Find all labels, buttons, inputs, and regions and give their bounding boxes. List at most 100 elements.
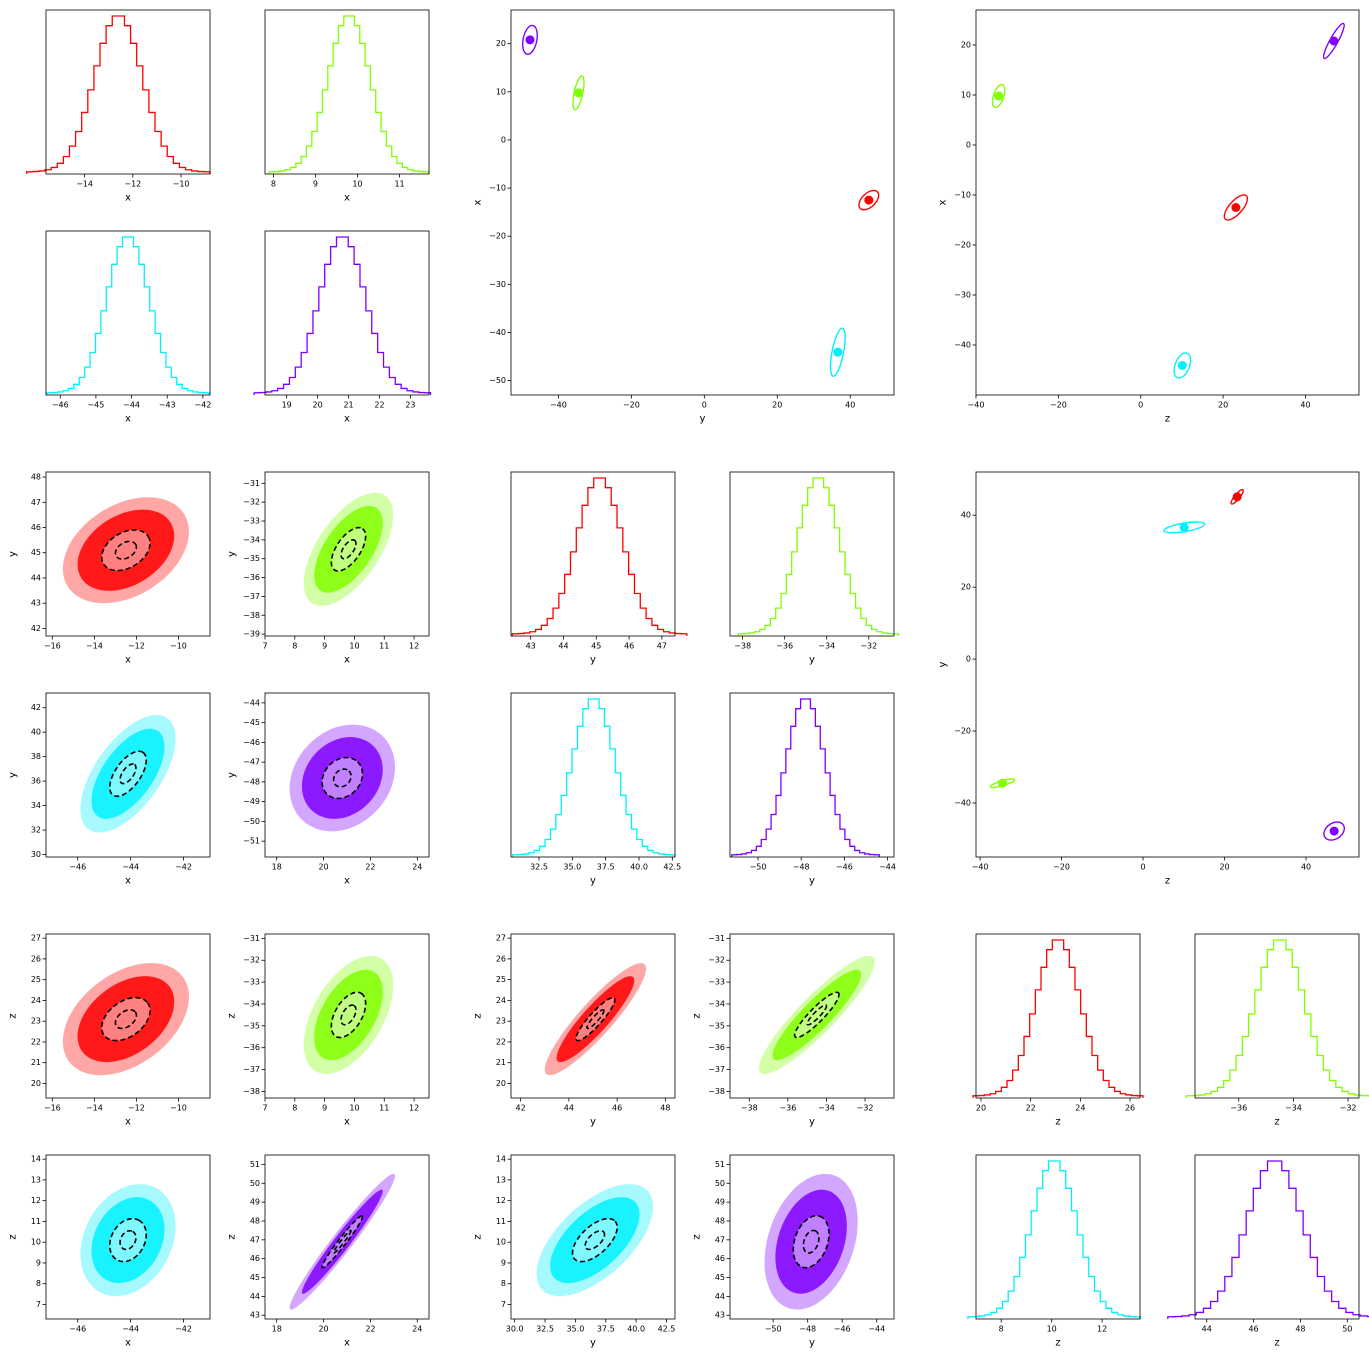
x-tick-label: −48: [799, 1325, 816, 1334]
contour: [108, 1217, 148, 1263]
x-axis-label: x: [344, 655, 350, 666]
y-axis-label: y: [8, 551, 19, 557]
y-tick-label: 43: [250, 1311, 260, 1320]
histogram-step: [972, 939, 1144, 1098]
y-tick-label: −32: [243, 498, 260, 507]
y-tick-label: 45: [715, 1273, 725, 1282]
mean-point: [1329, 826, 1339, 836]
x-tick-label: 42.5: [663, 863, 681, 872]
density-core: [322, 1215, 363, 1268]
contour: [119, 1229, 137, 1251]
x-tick-label: −12: [124, 180, 141, 189]
x-tick-label: 44: [1202, 1325, 1212, 1334]
x-tick-label: −36: [779, 1104, 796, 1113]
y-tick-label: 48: [715, 1216, 725, 1225]
y-tick-label: 20: [496, 1079, 506, 1088]
contour: [575, 996, 616, 1042]
x-tick-label: 7: [262, 1104, 267, 1113]
panel-frame: [45, 692, 211, 858]
x-tick-label: 44: [558, 642, 568, 651]
y-tick-label: −31: [708, 934, 725, 943]
x-tick-label: −10: [170, 1104, 187, 1113]
panel: 18 20 22 24 −51 −50 −49 −48 −47 −46 −45 −44 x y: [227, 692, 430, 887]
x-tick-label: 21: [343, 401, 353, 410]
y-tick-label: −20: [954, 241, 971, 250]
contour: [792, 1214, 830, 1269]
x-tick-label: 20: [1219, 863, 1229, 872]
contour: [321, 756, 364, 800]
panel-frame: [45, 933, 211, 1099]
density-core: [322, 757, 363, 799]
y-tick-label: 50: [715, 1179, 725, 1188]
panel: −46 −44 −42 7 8 9 10 11 12 13 14 x z: [8, 1154, 211, 1349]
panel-frame: [45, 1154, 211, 1320]
density-core: [572, 1218, 618, 1262]
x-axis-label: x: [344, 1117, 350, 1128]
x-axis-label: y: [590, 655, 596, 666]
y-tick-label: −37: [243, 592, 260, 601]
panel-frame: [264, 692, 430, 858]
x-tick-label: −16: [44, 642, 61, 651]
y-tick-label: −38: [708, 1087, 725, 1096]
x-tick-label: −36: [776, 642, 793, 651]
x-axis-label: y: [809, 655, 815, 666]
x-tick-label: 0: [702, 401, 707, 410]
x-axis-label: x: [125, 655, 131, 666]
panel-frame: [45, 471, 211, 637]
y-tick-label: 48: [31, 473, 41, 482]
y-tick-label: 13: [496, 1175, 506, 1184]
y-tick-label: 51: [250, 1160, 260, 1169]
mean-point: [1231, 203, 1241, 212]
contour: [571, 1217, 618, 1263]
x-tick-label: 50: [1342, 1325, 1352, 1334]
panel-frame: [264, 9, 430, 175]
point-cloud: [301, 737, 383, 819]
y-tick-label: −36: [243, 573, 260, 582]
y-tick-label: −30: [954, 291, 971, 300]
x-tick-label: −14: [86, 642, 103, 651]
mean-point: [833, 347, 843, 357]
contour: [806, 1004, 828, 1026]
x-tick-label: −46: [834, 1325, 851, 1334]
x-tick-label: 26: [1125, 1104, 1135, 1113]
x-axis-label: x: [125, 193, 131, 204]
y-tick-label: 20: [961, 41, 971, 50]
x-tick-label: −44: [122, 1325, 139, 1334]
y-tick-label: −34: [243, 535, 260, 544]
y-tick-label: 50: [250, 1179, 260, 1188]
x-axis-label: z: [1274, 1338, 1279, 1349]
y-tick-label: 14: [31, 1155, 41, 1164]
y-tick-label: 46: [31, 523, 41, 532]
x-tick-label: 37.5: [597, 863, 615, 872]
x-tick-label: 24: [1075, 1104, 1085, 1113]
x-tick-label: −50: [765, 1325, 782, 1334]
y-tick-label: 11: [31, 1217, 41, 1226]
x-tick-label: −38: [734, 642, 751, 651]
density-core: [109, 1218, 147, 1262]
y-tick-label: −45: [243, 718, 260, 727]
y-axis-label: x: [473, 199, 484, 205]
y-tick-label: 23: [496, 1017, 506, 1026]
y-tick-label: −50: [489, 376, 506, 385]
x-tick-label: 11: [394, 180, 404, 189]
y-tick-label: −32: [243, 956, 260, 965]
y-tick-label: 10: [31, 1238, 41, 1247]
x-tick-label: −32: [857, 1104, 874, 1113]
histogram-step: [1167, 1160, 1369, 1319]
contour: [340, 1004, 357, 1026]
mean-point: [525, 35, 535, 45]
x-tick-label: 48: [660, 1104, 670, 1113]
y-tick-label: 7: [36, 1300, 41, 1309]
x-tick-label: −44: [123, 401, 140, 410]
x-tick-label: −48: [793, 863, 810, 872]
contour: [114, 540, 138, 560]
y-axis-label: z: [692, 1013, 703, 1018]
y-tick-label: −37: [243, 1065, 260, 1074]
panel: 8 9 10 11 x: [264, 9, 430, 204]
mean-point: [1329, 36, 1339, 46]
y-axis-label: z: [473, 1234, 484, 1239]
y-tick-label: −39: [243, 630, 260, 639]
x-tick-label: 10: [349, 1104, 359, 1113]
y-tick-label: 13: [31, 1175, 41, 1184]
y-tick-label: 12: [31, 1196, 41, 1205]
